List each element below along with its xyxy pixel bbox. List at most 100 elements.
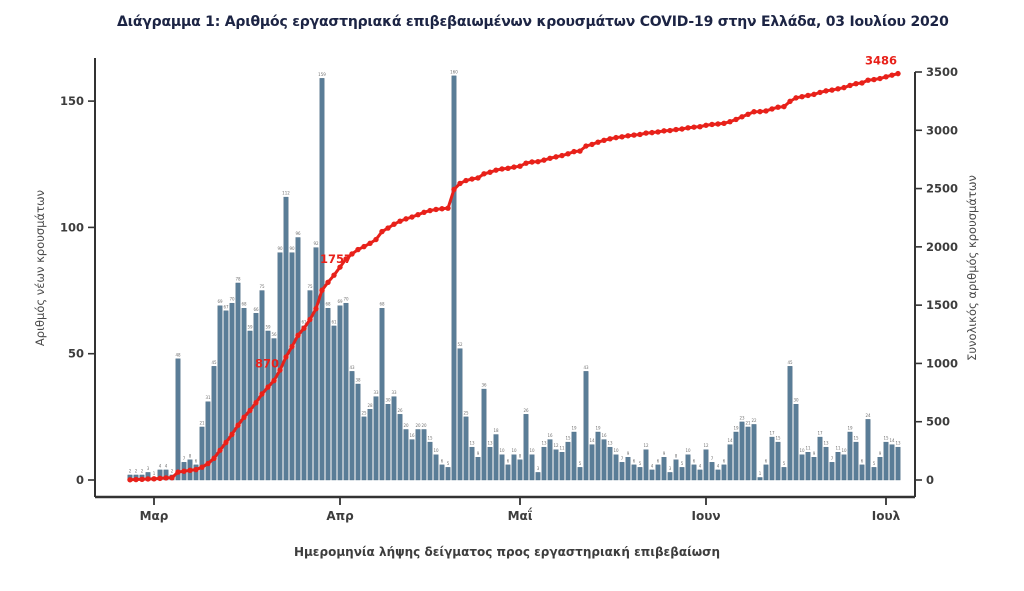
cumulative-point [451, 186, 457, 193]
bar-value-label: 30 [793, 398, 799, 403]
bar [367, 409, 373, 481]
bar [175, 358, 181, 481]
bar-value-label: 38 [355, 378, 361, 383]
right-axis-tick-label: 2000 [926, 240, 958, 254]
bar [283, 196, 289, 481]
bar-value-label: 10 [433, 448, 439, 453]
bar [475, 457, 481, 481]
cumulative-point [217, 447, 223, 453]
cumulative-point [307, 316, 313, 323]
bar-value-label: 68 [241, 302, 247, 307]
cumulative-point [319, 287, 325, 293]
bar-value-label: 10 [499, 448, 505, 453]
bar [439, 464, 445, 481]
bar [211, 366, 217, 481]
bar-value-label: 12 [553, 443, 559, 448]
bar [883, 441, 889, 481]
bar-value-label: 56 [271, 332, 277, 337]
bar [727, 444, 733, 481]
bar [655, 464, 661, 481]
bar [499, 454, 505, 481]
bar [799, 454, 805, 481]
bar [361, 416, 367, 481]
bar-value-label: 5 [639, 461, 642, 466]
bar-value-label: 9 [627, 451, 630, 456]
bar-value-label: 25 [361, 410, 367, 415]
right-axis-title: Συνολικός αριθμός κρουσμάτων [965, 175, 979, 361]
bar-value-label: 5 [873, 461, 876, 466]
cumulative-point [247, 407, 253, 414]
bar [751, 424, 757, 481]
bar [607, 446, 613, 481]
bar-value-label: 9 [813, 451, 816, 456]
bar [271, 338, 277, 481]
bar-value-label: 90 [289, 246, 295, 251]
bar [193, 464, 199, 481]
bar-value-label: 6 [765, 458, 768, 463]
bar [889, 444, 895, 481]
cumulative-point [409, 214, 415, 220]
x-axis-tick-label: Ιουν [692, 509, 721, 523]
cumulative-point [463, 177, 469, 184]
cumulative-point [343, 256, 349, 262]
cumulative-point [619, 134, 625, 140]
bar-value-label: 13 [895, 441, 901, 446]
bar-value-label: 13 [607, 441, 613, 446]
bar-value-label: 8 [189, 453, 192, 458]
bar [493, 434, 499, 481]
bar-value-label: 9 [663, 451, 666, 456]
cumulative-point [259, 391, 265, 397]
bar [403, 429, 409, 481]
bar-value-label: 4 [717, 463, 720, 468]
left-axis-tick-label: 100 [60, 220, 84, 234]
bar-value-label: 45 [211, 360, 217, 365]
cumulative-point [295, 332, 301, 339]
bar-value-label: 43 [349, 365, 355, 370]
bar-value-label: 90 [277, 246, 283, 251]
bar-value-label: 78 [235, 276, 241, 281]
bar [331, 325, 337, 481]
cumulative-point [547, 155, 553, 161]
bar-value-label: 69 [217, 299, 223, 304]
cumulative-point [535, 158, 541, 165]
bar [325, 308, 331, 481]
bar [667, 472, 673, 481]
cumulative-point [679, 126, 685, 132]
bar-value-label: 7 [621, 456, 624, 461]
bar-value-label: 10 [529, 448, 535, 453]
cumulative-point [391, 221, 397, 227]
bar [391, 396, 397, 481]
bar [427, 441, 433, 481]
cumulative-point [151, 476, 157, 482]
bar-value-label: 13 [823, 441, 829, 446]
bar-value-label: 69 [337, 299, 343, 304]
cumulative-point [673, 126, 679, 133]
bar [289, 252, 295, 481]
cumulative-point [607, 136, 613, 142]
left-axis-tick-label: 150 [60, 94, 84, 108]
bar [745, 426, 751, 481]
bar-value-label: 6 [441, 458, 444, 463]
bar [583, 371, 589, 481]
cumulative-point [493, 167, 499, 173]
bar-value-label: 67 [223, 304, 229, 309]
bar-value-label: 11 [805, 446, 811, 451]
bar [355, 383, 361, 481]
cumulative-point [313, 306, 319, 312]
cumulative-point [637, 131, 643, 138]
bar [673, 459, 679, 481]
bar [457, 348, 463, 481]
bar-value-label: 26 [397, 408, 403, 413]
bar [265, 330, 271, 481]
bar-value-label: 6 [633, 458, 636, 463]
bar-value-label: 52 [457, 342, 463, 347]
bar [847, 431, 853, 481]
cumulative-point [397, 218, 403, 224]
bar [853, 441, 859, 481]
bar [469, 446, 475, 481]
bar [835, 452, 841, 481]
bar [517, 459, 523, 481]
cumulative-point [655, 129, 661, 135]
bar [433, 454, 439, 481]
